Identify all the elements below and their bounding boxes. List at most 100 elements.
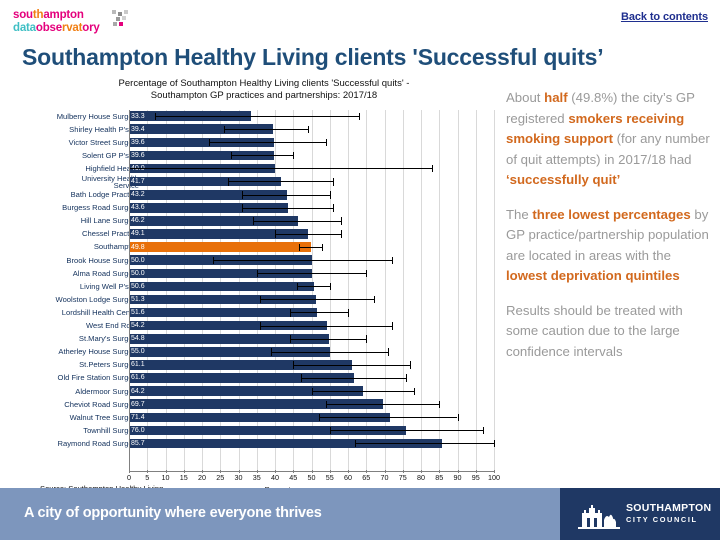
highlighted-text: lowest deprivation quintiles xyxy=(506,268,680,283)
back-to-contents-link[interactable]: Back to contents xyxy=(620,11,708,23)
highlighted-text: half xyxy=(544,90,568,105)
bar-category-label: Raymond Road Surgery xyxy=(57,439,139,449)
logo-line-dataobservatory: dataobservatory xyxy=(13,21,100,34)
bar-value-label: 50.0 xyxy=(131,269,145,277)
commentary-panel: About half (49.8%) the city’s GP registe… xyxy=(506,88,714,376)
x-tick-mark xyxy=(256,470,258,473)
error-bar-line xyxy=(326,404,440,406)
error-bar-cap xyxy=(289,309,291,317)
bar-category-label: Lordshill Health Centre xyxy=(61,308,139,318)
body-text: (49.8%) the city’s GP registered xyxy=(506,90,695,126)
chart-bar-row: University Health Service 41.7 xyxy=(14,173,504,191)
error-bar-cap xyxy=(391,322,393,330)
bar-category-label: Aldermoor Surgery xyxy=(75,386,139,396)
error-bar-cap xyxy=(223,125,225,134)
error-bar-line xyxy=(298,246,323,248)
bar xyxy=(129,216,298,226)
chart-bar-row: Walnut Tree Surgery 71.4 xyxy=(14,411,504,424)
error-bar-cap xyxy=(457,413,459,422)
bar-value-label: 50.0 xyxy=(131,256,145,264)
bar xyxy=(129,150,274,161)
x-tick-label: 75 xyxy=(398,473,407,482)
x-tick-mark xyxy=(494,470,495,473)
bar-category-label: University Health Service xyxy=(81,173,139,191)
chart-container: Percentage of Southampton Healthy Living… xyxy=(14,78,504,494)
error-bar-cap xyxy=(333,178,335,186)
bar-category-label: Burgess Road Surgery xyxy=(62,203,139,213)
bar-category-label: Atherley House Surgery xyxy=(58,347,139,357)
x-tick-mark xyxy=(329,470,331,473)
error-bar-cap xyxy=(373,295,375,304)
x-tick-label: 25 xyxy=(216,473,225,482)
x-tick-label: 95 xyxy=(471,473,480,482)
body-text: by GP practice/partnership population ar… xyxy=(506,206,709,263)
highlighted-text: smokers receiving smoking support xyxy=(506,110,685,147)
chart-bar-row: Burgess Road Surgery 43.6 xyxy=(14,202,504,215)
bar-value-label: 51.3 xyxy=(131,295,145,303)
bar-category-label: Solent GP P'ship xyxy=(81,151,139,161)
bar-track: 49.8 xyxy=(129,241,494,254)
bar-value-label: 43.2 xyxy=(131,191,145,199)
x-tick-mark xyxy=(366,470,368,473)
error-bar-line xyxy=(289,338,367,340)
x-tick-label: 15 xyxy=(179,473,188,482)
error-bar-line xyxy=(256,273,367,275)
x-tick-label: 90 xyxy=(453,473,462,482)
bar-value-label: 49.1 xyxy=(131,230,145,238)
x-tick-mark xyxy=(238,470,240,473)
page-title: Southampton Healthy Living clients 'Succ… xyxy=(22,44,604,70)
error-bar-line xyxy=(271,351,389,353)
bar-category-label: Shirley Health P'ship xyxy=(69,124,139,134)
error-bar-line xyxy=(275,233,341,235)
error-bar-line xyxy=(329,430,484,432)
bar-track: 40.0 xyxy=(129,162,494,175)
chart-bar-row: Shirley Health P'ship 39.4 xyxy=(14,123,504,136)
error-bar-cap xyxy=(227,178,229,186)
bar-category-label: Hill Lane Surgery xyxy=(80,216,139,226)
bar-category-label: Walnut Tree Surgery xyxy=(69,412,139,422)
error-bar-cap xyxy=(326,138,328,147)
bar xyxy=(129,137,274,148)
site-logo: southampton dataobservatory xyxy=(13,9,138,35)
error-bar-cap xyxy=(340,230,342,238)
chart-bar-row: Old Fire Station Surgery 61.6 xyxy=(14,372,504,385)
bar-category-label: Alma Road Surgery xyxy=(72,268,139,278)
error-bar-line xyxy=(242,207,334,209)
bar xyxy=(129,438,442,449)
error-bar-cap xyxy=(431,164,433,173)
bar-track: 61.6 xyxy=(129,372,494,385)
logo-dot xyxy=(119,22,123,26)
error-bar-line xyxy=(212,260,392,262)
error-bar-cap xyxy=(307,125,309,134)
bar-category-label: Victor Street Surgery xyxy=(68,137,139,147)
error-bar-cap xyxy=(231,151,233,160)
bar-category-label: Living Well P'ship xyxy=(79,281,139,291)
bar xyxy=(129,176,282,187)
bar xyxy=(129,124,273,135)
chart-bar-row: Hill Lane Surgery 46.2 xyxy=(14,215,504,228)
chart-bar-row: Mulberry House Surgery 33.3 xyxy=(14,110,504,123)
highlighted-text: ‘successfully quit’ xyxy=(506,172,621,187)
bar-track: 51.6 xyxy=(129,306,494,319)
bar-value-label: 64.2 xyxy=(131,387,145,395)
bar-category-label: Southampton xyxy=(93,242,139,252)
bar xyxy=(129,373,354,383)
bar xyxy=(129,320,327,331)
bar xyxy=(129,281,314,292)
x-tick-mark xyxy=(348,470,349,473)
bar xyxy=(129,189,287,200)
error-bar-line xyxy=(355,443,494,445)
bar-track: 50.0 xyxy=(129,254,494,267)
x-tick-mark xyxy=(311,470,313,473)
bar-category-label: West End Road xyxy=(85,321,139,331)
error-bar-cap xyxy=(275,230,276,238)
error-bar-cap xyxy=(358,112,360,121)
bar-value-label: 49.8 xyxy=(131,243,145,251)
body-text: About xyxy=(506,90,545,105)
error-bar-line xyxy=(289,312,348,314)
bar-value-label: 54.2 xyxy=(131,322,145,330)
bar-track: 39.6 xyxy=(129,136,494,149)
bar-track: 50.0 xyxy=(129,267,494,280)
x-tick-label: 45 xyxy=(289,473,298,482)
bar xyxy=(129,242,311,252)
